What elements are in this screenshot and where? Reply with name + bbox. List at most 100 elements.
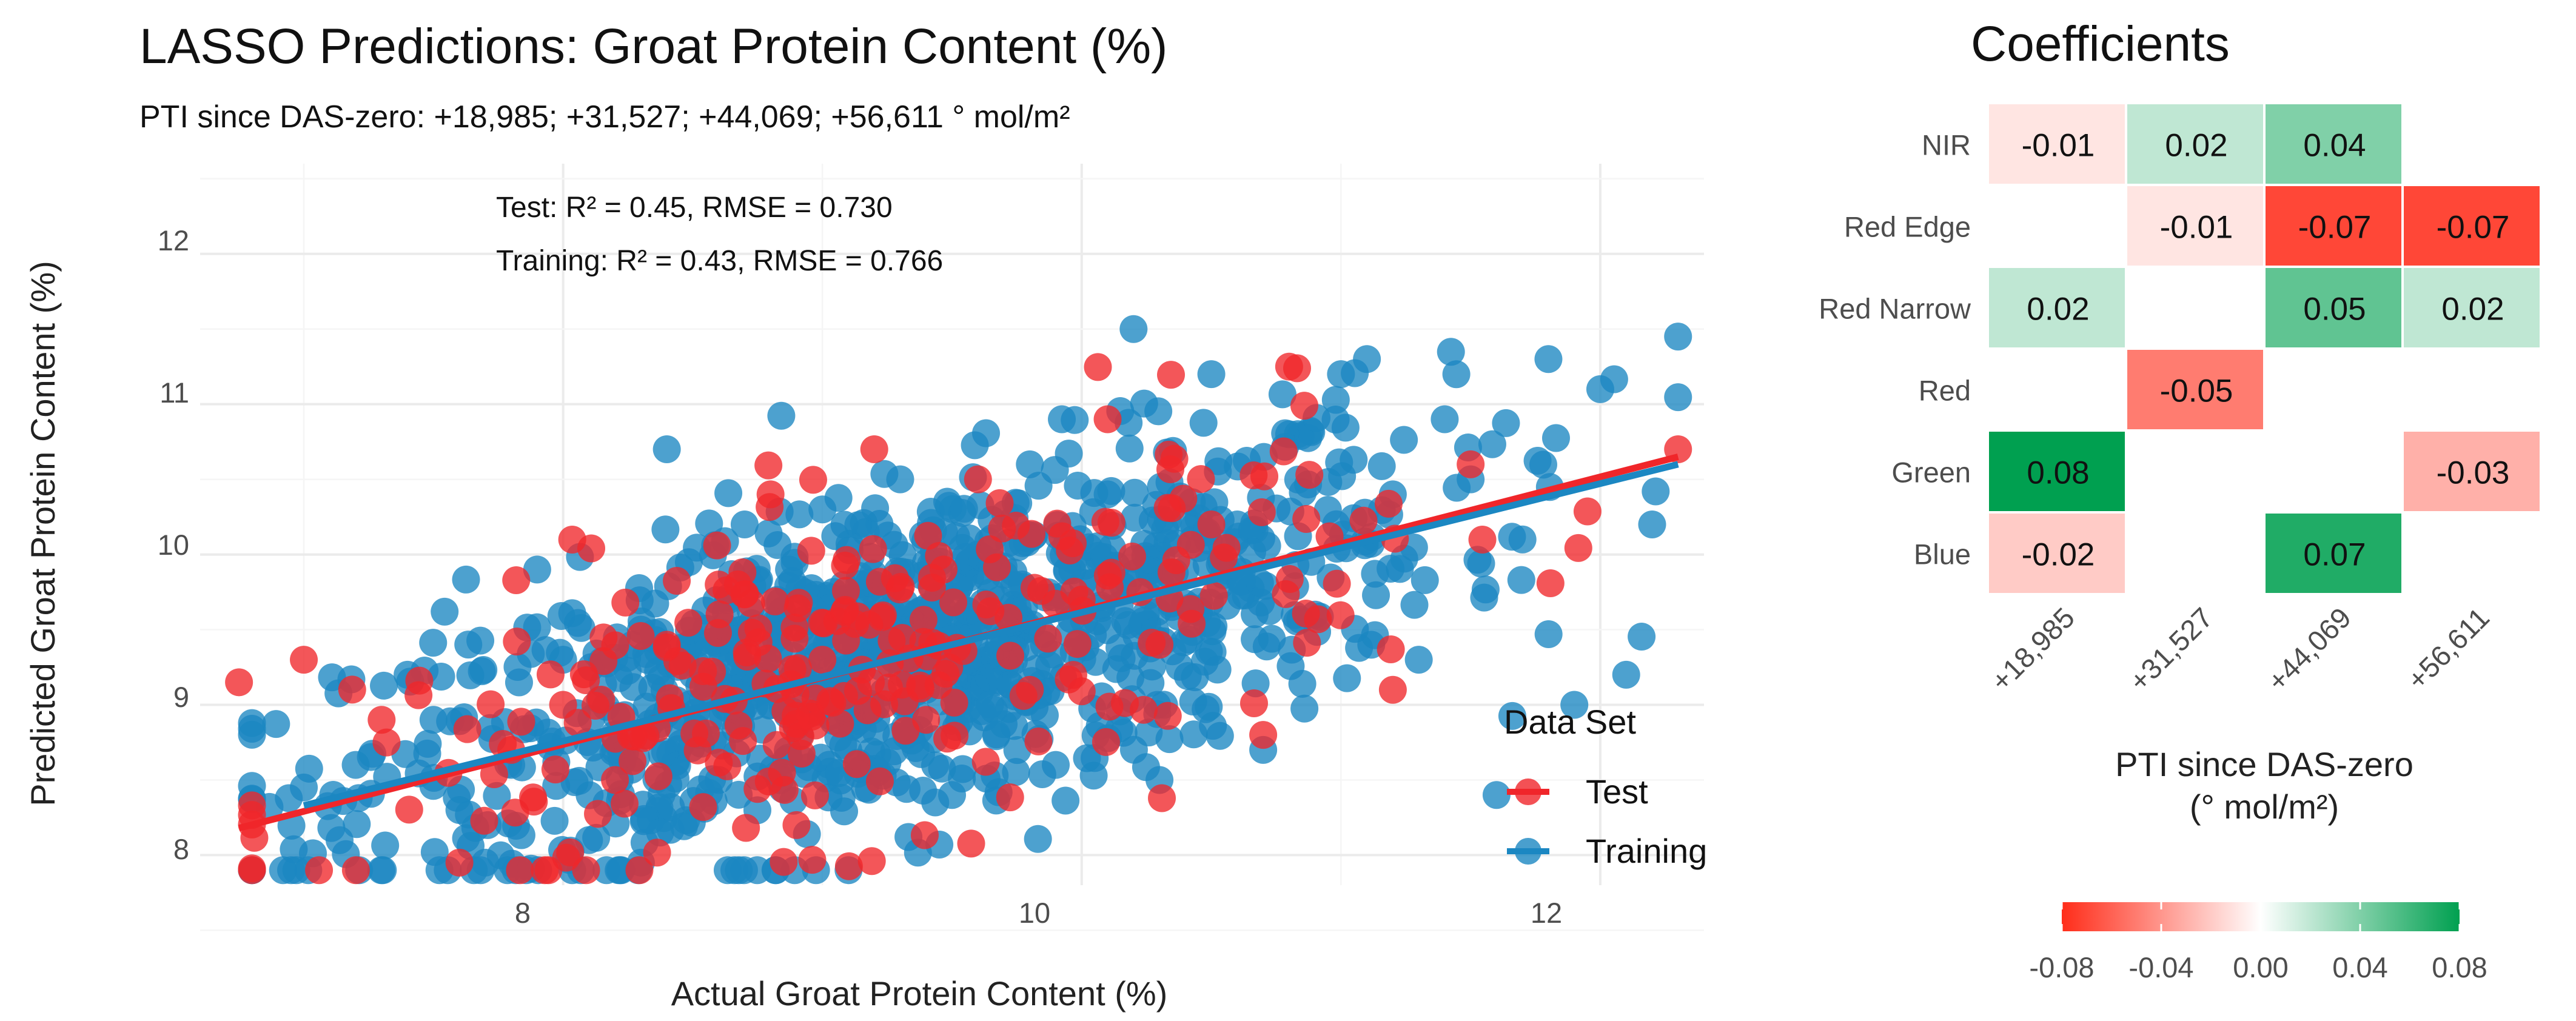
test-point (756, 493, 784, 521)
training-point (1238, 538, 1266, 566)
scatter-subtitle: PTI since DAS-zero: +18,985; +31,527; +4… (139, 99, 1070, 135)
training-point (1410, 566, 1439, 594)
test-point (859, 535, 887, 563)
test-point (405, 666, 434, 695)
test-point (290, 646, 318, 674)
test-point (1536, 569, 1565, 598)
test-point (652, 633, 681, 661)
training-point (414, 729, 442, 758)
test-point (572, 666, 600, 694)
test-point (1295, 461, 1324, 489)
y-tick-label: 11 (159, 377, 189, 409)
heatmap-column-label: +56,611 (2401, 601, 2495, 696)
test-point (964, 465, 992, 494)
test-point (887, 573, 915, 601)
test-point (305, 856, 334, 885)
test-point (1197, 510, 1226, 538)
training-point (1333, 664, 1361, 692)
training-point (523, 613, 551, 641)
training-point (1534, 345, 1563, 373)
heatmap-column-label: +31,527 (2123, 601, 2219, 698)
heatmap-cell-label: 0.02 (2165, 128, 2227, 164)
test-point (643, 839, 671, 867)
heatmap-cell (2127, 350, 2263, 429)
training-point (1173, 662, 1202, 691)
heatmap-cell-label: 0.04 (2303, 128, 2366, 164)
test-point (1272, 580, 1300, 608)
training-point (1431, 405, 1459, 434)
test-point (1002, 512, 1030, 540)
test-point (372, 728, 401, 757)
test-point (754, 644, 782, 673)
test-point (800, 781, 829, 809)
training-stats-annotation: Training: R² = 0.43, RMSE = 0.766 (496, 245, 943, 277)
training-point (1002, 758, 1030, 786)
training-point (1404, 646, 1433, 674)
training-point (1204, 447, 1233, 475)
training-point (1367, 452, 1396, 480)
training-point (972, 419, 1001, 447)
training-point (976, 691, 1004, 719)
heatmap-title: Coefficients (1971, 16, 2230, 72)
training-point (1083, 532, 1112, 560)
training-point (1197, 360, 1226, 389)
training-point (824, 484, 853, 512)
colorbar-tick-label: -0.04 (2128, 951, 2193, 983)
test-point (625, 856, 654, 885)
test-point (1239, 461, 1268, 489)
test-point (1269, 437, 1298, 466)
test-point (689, 793, 717, 822)
y-tick-label: 10 (158, 529, 189, 561)
heatmap-cell (2404, 268, 2540, 347)
training-point (1105, 634, 1134, 662)
y-tick-label: 8 (173, 833, 189, 865)
training-point (767, 401, 796, 430)
test-point (939, 588, 968, 617)
training-point (419, 629, 448, 657)
y-tick-label: 12 (158, 224, 189, 256)
test-point (1292, 504, 1321, 533)
heatmap-cell (2266, 186, 2401, 266)
training-point (1144, 397, 1173, 426)
training-point (1443, 474, 1471, 502)
test-point (626, 622, 655, 651)
test-point (1326, 601, 1355, 629)
test-point (909, 606, 937, 634)
training-point (1258, 624, 1286, 653)
test-point (225, 668, 253, 697)
test-point (1293, 629, 1321, 657)
test-point (1097, 509, 1125, 537)
training-point (370, 671, 398, 700)
test-point (477, 690, 505, 718)
training-point (452, 824, 480, 852)
test-point (1056, 536, 1084, 564)
test-point (996, 641, 1025, 670)
training-point (1179, 720, 1208, 749)
training-point (1560, 691, 1589, 719)
test-point (860, 435, 888, 464)
training-point (1247, 588, 1275, 617)
colorbar-ticks: -0.08 -0.04 0.00 0.04 0.08 (2029, 902, 2487, 983)
training-point (452, 565, 480, 594)
test-point (1092, 728, 1120, 756)
heatmap-cell-label: 0.02 (2441, 292, 2504, 327)
heatmap-cell (1989, 268, 2125, 347)
training-point (1052, 786, 1080, 815)
test-point (338, 675, 366, 704)
test-point (1374, 489, 1403, 518)
training-point (754, 519, 783, 547)
training-point (1129, 607, 1158, 635)
test-point (912, 706, 941, 734)
test-point (1157, 361, 1186, 389)
colorbar-tick-label: 0.04 (2332, 951, 2387, 983)
test-point (1059, 661, 1087, 689)
y-tick-labels: 8 9 10 11 12 (158, 224, 189, 865)
test-point (705, 748, 733, 777)
test-point (1020, 574, 1048, 602)
training-point (651, 515, 680, 544)
test-point (531, 856, 559, 885)
heatmap-row-label: Blue (1914, 538, 1971, 571)
test-point (1349, 506, 1378, 535)
test-point (834, 852, 863, 880)
training-point (1119, 315, 1148, 343)
